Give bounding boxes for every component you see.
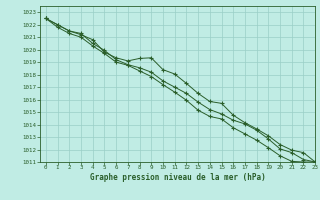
- X-axis label: Graphe pression niveau de la mer (hPa): Graphe pression niveau de la mer (hPa): [90, 173, 266, 182]
